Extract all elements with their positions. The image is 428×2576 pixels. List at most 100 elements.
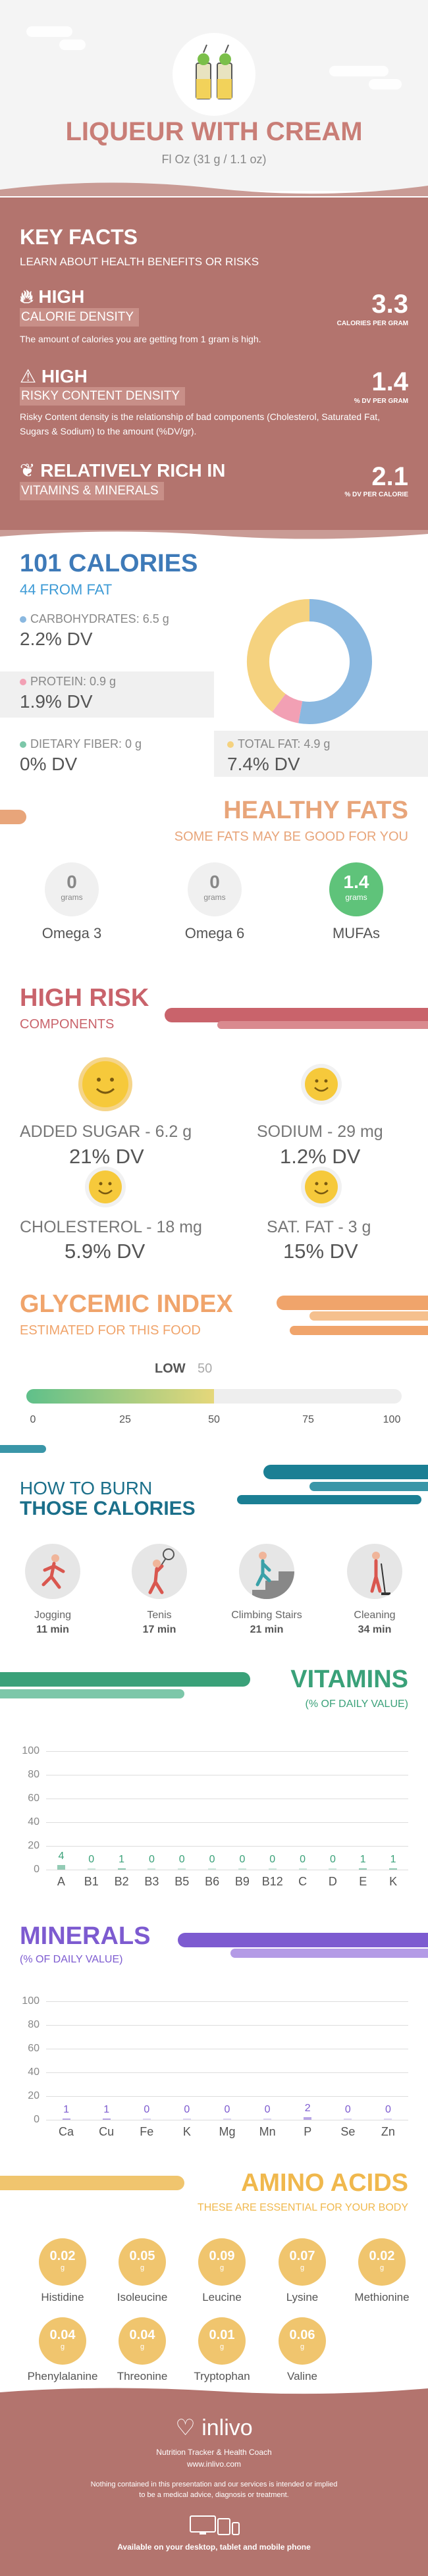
category-label: Mn [259,2125,276,2138]
calories-from-fat: 44 FROM FAT [20,581,113,598]
burn-title-1: HOW TO BURN [20,1478,153,1498]
fact-level: ❦ RELATIVELY RICH IN [20,460,226,481]
macro-donut-chart [247,599,372,724]
category-label: B2 [114,1875,129,1888]
stripe-decoration [0,1672,250,1687]
macro-highlight [214,731,428,777]
food-icon [173,33,255,116]
stripe-decoration [0,810,26,824]
amino-badge-methionine: 0.02 g [358,2238,406,2286]
category-label: B1 [84,1875,99,1888]
y-tick-label: 20 [28,1840,40,1851]
tennis-icon [132,1544,187,1599]
amino-subtitle: THESE ARE ESSENTIAL FOR YOUR BODY [197,2202,408,2213]
amino-name: Tryptophan [194,2370,250,2382]
omega3-badge: 0 grams [45,862,99,916]
fact-level: ⚠ HIGH [20,366,88,386]
fact-unit: % DV PER CALORIE [344,491,408,498]
amino-name: Lysine [286,2291,319,2303]
amino-name: Threonine [117,2370,168,2382]
amino-badge-phenylalanine: 0.04 g [39,2317,86,2365]
bar-value-label: 1 [119,1854,125,1865]
category-label: C [298,1875,308,1888]
activity-name: Jogging [34,1610,72,1621]
grid-line [46,2001,408,2002]
stripe-decoration [178,1933,428,1947]
smiley-icon [305,1068,338,1101]
fact-value: 3.3 [371,290,408,319]
stripe-decoration [237,1495,421,1504]
risk-dv: 21% DV [69,1145,144,1168]
bar-value-label: 0 [184,2104,190,2115]
dot-icon [20,679,26,685]
fact-label: RISKY CONTENT DENSITY [20,387,186,406]
glycemic-subtitle: ESTIMATED FOR THIS FOOD [20,1323,201,1338]
bar-b12 [268,1868,277,1870]
category-label: D [328,1875,337,1888]
bar-value-label: 0 [224,2104,230,2115]
omega3-label: Omega 3 [41,925,102,941]
burn-title-2: THOSE CALORIES [20,1498,196,1519]
stripe-decoration [277,1296,428,1310]
amino-acids-section: AMINO ACIDS THESE ARE ESSENTIAL FOR YOUR… [0,2169,428,2393]
risk-label: ADDED SUGAR - 6.2 g [20,1122,192,1141]
gi-scale-fill [26,1389,214,1404]
category-label: Zn [381,2125,395,2138]
bar-se [344,2118,352,2120]
cloud-decoration [26,26,72,37]
bar-b3 [147,1868,156,1870]
bar-value-label: 0 [264,2104,271,2115]
smiley-icon [82,1061,128,1107]
bar-value-label: 1 [103,2104,110,2115]
macro-highlight [0,671,214,718]
dot-icon [227,741,234,748]
bar-value-label: 1 [360,1854,366,1865]
stripe-decoration [217,1021,428,1029]
leaf-icon: ❦ [20,460,36,481]
grid-line [46,2096,408,2097]
bar-value-label: 4 [58,1850,65,1862]
bar-fe [142,2118,151,2120]
key-facts-title: KEY FACTS [20,225,138,249]
amino-title: AMINO ACIDS [240,2169,408,2197]
minerals-section: MINERALS (% OF DAILY VALUE) 0 20 40 60 80 100… [0,1916,428,2166]
mufas-label: MUFAs [332,925,381,941]
bar-value-label: 0 [344,2104,351,2115]
y-tick-label: 100 [22,1745,40,1756]
bar-value-label: 0 [300,1854,306,1865]
category-label: Ca [59,2125,74,2138]
bar-value-label: 0 [269,1854,276,1865]
bar-b9 [238,1868,246,1870]
bar-cu [102,2118,111,2120]
risk-label: CHOLESTEROL - 18 mg [20,1218,202,1236]
footer-url[interactable]: www.inlivo.com [186,2459,242,2469]
activity-name: Tenis [147,1610,172,1621]
fact-label: CALORIE DENSITY [20,308,140,327]
stripe-decoration [0,1689,184,1698]
warning-icon: ⚠ [20,366,37,386]
risk-label: SODIUM - 29 mg [257,1122,383,1141]
category-label: B5 [174,1875,190,1888]
y-tick-label: 100 [22,1995,40,2007]
key-facts-subtitle: LEARN ABOUT HEALTH BENEFITS OR RISKS [20,255,259,268]
wave-divider [0,182,428,196]
activity-name: Cleaning [354,1610,396,1621]
vitamins-section: VITAMINS (% OF DAILY VALUE) 0 20 40 60 80 100… [0,1666,428,1916]
category-label: K [182,2125,191,2138]
bar-b2 [117,1868,126,1870]
fact-level: 🔥︎ HIGH [20,286,85,307]
fact-description: Risky Content density is the relationshi… [20,411,381,436]
footer-availability: Available on your desktop, tablet and mo… [117,2542,311,2552]
bar-d [329,1868,337,1870]
category-label: E [359,1875,367,1888]
bar-e [359,1868,367,1870]
amino-name: Valine [287,2370,317,2382]
gi-scale-bar [26,1389,402,1404]
category-label: B9 [234,1875,250,1888]
category-label: B6 [205,1875,220,1888]
fact-value: 2.1 [371,462,408,491]
fact-label: VITAMINS & MINERALS [20,482,164,500]
y-tick-label: 20 [28,2090,40,2101]
mufas-badge: 1.4 grams [329,862,383,916]
bar-mg [223,2118,231,2120]
